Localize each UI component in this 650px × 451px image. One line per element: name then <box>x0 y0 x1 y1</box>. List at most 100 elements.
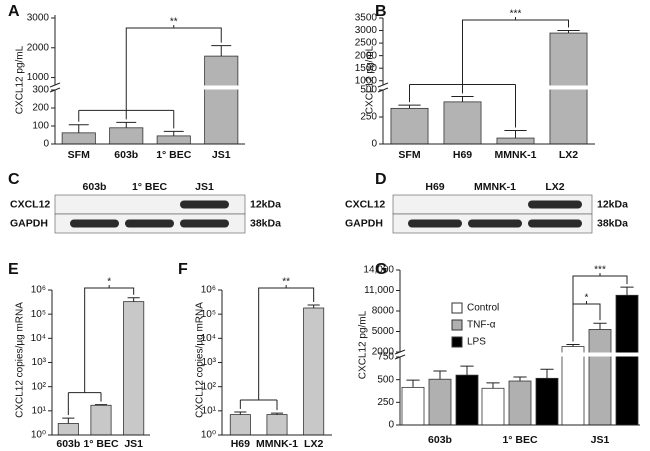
x-tick-label: SFM <box>68 149 90 161</box>
y-tick-label: 10³ <box>32 357 47 368</box>
lane-label: H69 <box>425 181 444 193</box>
x-tick-label: 603b <box>56 438 80 450</box>
bar <box>481 387 505 426</box>
y-tick-label: 500 <box>377 374 394 385</box>
y-tick-label: 10⁵ <box>201 309 216 320</box>
break-mark <box>394 349 406 355</box>
bar <box>390 107 429 145</box>
error-bar <box>406 379 420 388</box>
y-tick-label: 2000 <box>27 42 50 53</box>
legend-label: LPS <box>467 337 486 348</box>
x-tick-label: 1° BEC <box>156 149 192 161</box>
break-mark <box>377 87 389 93</box>
blot-band <box>468 219 522 228</box>
y-tick-label: 10⁵ <box>31 309 46 320</box>
y-tick-label: 10⁴ <box>201 333 216 344</box>
bar <box>401 386 425 426</box>
error-bar <box>307 304 320 308</box>
bar <box>229 414 251 436</box>
y-tick-label: 2500 <box>355 38 378 49</box>
axis-break <box>49 85 247 90</box>
y-tick-label: 0 <box>43 139 49 150</box>
x-tick-label: JS1 <box>124 438 143 450</box>
x-tick-label: 603b <box>428 434 452 446</box>
y-tick-label: 100 <box>32 121 49 132</box>
y-tick-label: 0 <box>388 420 394 431</box>
blot-band <box>125 219 174 228</box>
significance: *** <box>510 9 522 20</box>
size-label: 12kDa <box>250 198 281 210</box>
error-bar <box>566 343 580 347</box>
y-tick-label: 250 <box>360 112 377 123</box>
y-tick-label: 750 <box>377 352 394 363</box>
significance: ** <box>282 277 290 288</box>
y-tick-label: 8000 <box>372 306 395 317</box>
significance: * <box>107 277 111 288</box>
blot-band <box>528 200 582 209</box>
panel-label: B <box>375 3 387 20</box>
size-label: 38kDa <box>250 217 281 229</box>
row-label: CXCL12 <box>345 198 385 210</box>
bar <box>535 377 559 426</box>
bar <box>561 346 585 426</box>
y-tick-label: 0 <box>371 139 377 150</box>
bar <box>508 380 532 426</box>
size-label: 12kDa <box>597 198 628 210</box>
lane-label: LX2 <box>545 181 564 193</box>
lane-label: 1° BEC <box>132 181 168 193</box>
y-tick-label: 10³ <box>202 357 217 368</box>
error-bar <box>163 130 184 136</box>
significance: ** <box>170 17 178 28</box>
y-tick-label: 14,000 <box>363 265 394 276</box>
error-bar <box>504 130 527 139</box>
error-bar <box>62 417 75 424</box>
y-tick-label: 3000 <box>27 13 50 24</box>
error-bar <box>540 368 554 379</box>
row-label: GAPDH <box>345 217 383 229</box>
error-bar <box>451 95 474 102</box>
row-label: CXCL12 <box>10 198 50 210</box>
x-tick-label: LX2 <box>304 438 323 450</box>
x-tick-label: SFM <box>398 149 420 161</box>
x-tick-label: 1° BEC <box>502 434 538 446</box>
legend-label: Control <box>467 303 499 314</box>
bar <box>588 329 612 426</box>
error-bar <box>127 297 140 302</box>
y-tick-label: 250 <box>377 397 394 408</box>
y-tick-label: 10⁴ <box>31 333 46 344</box>
y-tick-label: 10¹ <box>202 405 217 416</box>
bar <box>90 404 112 436</box>
panel-label: C <box>8 171 20 188</box>
legend-swatch <box>451 336 463 348</box>
break-mark <box>49 82 61 88</box>
x-tick-label: JS1 <box>591 434 610 446</box>
lane-label: JS1 <box>195 181 214 193</box>
bar <box>204 55 239 145</box>
error-bar <box>270 412 284 415</box>
blot-band <box>528 219 582 228</box>
y-axis-label: CXCL12 pg/mL <box>15 45 26 114</box>
x-tick-label: H69 <box>453 149 472 161</box>
y-axis-label: CXCL12 copies/µg mRNA <box>15 302 26 418</box>
error-bar <box>433 370 447 380</box>
x-tick-label: H69 <box>231 438 250 450</box>
break-mark <box>49 87 61 93</box>
bar <box>455 374 479 426</box>
significance: * <box>585 293 589 304</box>
lane-label: MMNK-1 <box>474 181 516 193</box>
row-label: GAPDH <box>10 217 48 229</box>
x-tick-label: JS1 <box>212 149 231 161</box>
bar <box>428 378 452 426</box>
bar <box>61 132 96 145</box>
y-tick-label: 10⁰ <box>201 430 216 441</box>
y-tick-label: 10⁶ <box>31 285 46 296</box>
bar <box>443 101 482 145</box>
y-tick-label: 5000 <box>372 326 395 337</box>
error-bar <box>94 404 108 406</box>
y-tick-label: 10⁶ <box>201 285 216 296</box>
bar <box>266 414 288 436</box>
bar <box>57 423 79 436</box>
x-tick-label: 1° BEC <box>83 438 119 450</box>
legend-swatch <box>451 302 463 314</box>
y-tick-label: 300 <box>32 85 49 96</box>
